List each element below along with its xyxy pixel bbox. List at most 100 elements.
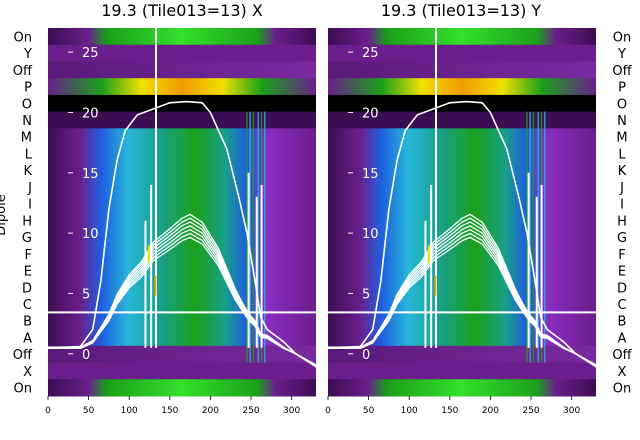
heatmap-row-off-2	[48, 61, 316, 78]
heatmap-row-f-13	[48, 245, 316, 262]
heatmap-row-i-10	[48, 195, 316, 212]
x-tick-label: 300	[283, 406, 300, 416]
heatmap-row-on-0	[48, 28, 316, 45]
row-label-f: F	[25, 248, 32, 263]
x-tick-label: 50	[83, 406, 95, 416]
heatmap-row-off-2	[328, 61, 596, 78]
heatmap-row-x-20	[328, 363, 596, 380]
heatmap-row-b-17	[328, 312, 596, 329]
row-label-m: M	[616, 131, 627, 146]
x-tick-label: 300	[563, 406, 580, 416]
heatmap-row-x-20	[48, 363, 316, 380]
overlay-tick-label: 20	[82, 106, 99, 121]
row-label-g: G	[22, 231, 32, 246]
row-label-b: B	[618, 315, 627, 330]
row-label-l: L	[618, 147, 626, 162]
heatmap-row-l-7	[328, 145, 596, 162]
heatmap-streak	[538, 112, 540, 363]
row-label-off: Off	[13, 348, 33, 363]
row-label-b: B	[23, 315, 32, 330]
row-label-on: On	[613, 382, 631, 397]
row-label-m: M	[21, 131, 32, 146]
panel-x-title: 19.3 (Tile013=13) X	[101, 1, 263, 20]
row-label-on: On	[613, 30, 631, 45]
row-label-j: J	[27, 181, 32, 196]
row-label-j: J	[619, 181, 624, 196]
overlay-tick-label: 10	[362, 227, 379, 242]
row-label-i: I	[28, 198, 32, 213]
heatmap-row-on-0	[328, 28, 596, 45]
row-label-a: A	[23, 331, 32, 346]
row-label-d: D	[22, 281, 32, 296]
row-label-c: C	[617, 298, 626, 313]
row-label-x: X	[23, 365, 32, 380]
row-label-h: H	[617, 214, 627, 229]
row-label-off: Off	[13, 64, 33, 79]
heatmap-row-m-6	[328, 128, 596, 145]
overlay-tick-label: 15	[362, 167, 379, 182]
heatmap-row-e-14	[48, 262, 316, 279]
overlay-tick-label: 25	[362, 46, 379, 61]
row-label-i: I	[620, 198, 624, 213]
heatmap-row-p-3	[328, 78, 596, 95]
overlay-tick-label: 25	[82, 46, 99, 61]
y-axis-label: Dipole	[0, 194, 9, 235]
row-label-k: K	[618, 164, 627, 179]
overlay-tick-label: 20	[362, 106, 379, 121]
heatmap-streak	[529, 112, 531, 363]
row-label-off: Off	[612, 348, 632, 363]
marker-orange	[434, 276, 436, 296]
row-label-n: N	[22, 114, 32, 129]
row-label-on: On	[14, 382, 32, 397]
row-label-d: D	[617, 281, 627, 296]
heatmap-row-m-6	[48, 128, 316, 145]
x-tick-label: 100	[401, 406, 418, 416]
row-label-f: F	[618, 248, 625, 263]
heatmap-streak	[249, 112, 251, 363]
row-label-h: H	[22, 214, 32, 229]
heatmap-row-l-7	[48, 145, 316, 162]
x-tick-label: 200	[482, 406, 499, 416]
heatmap-row-i-10	[328, 195, 596, 212]
x-tick-label: 250	[242, 406, 259, 416]
marker-yellow	[148, 245, 150, 262]
marker-yellow	[428, 245, 430, 262]
row-label-e: E	[618, 265, 626, 280]
row-label-y: Y	[617, 47, 626, 62]
heatmap-row-on-21	[48, 379, 316, 396]
row-label-n: N	[617, 114, 627, 129]
heatmap-row-on-21	[328, 379, 596, 396]
x-tick-label: 0	[325, 406, 331, 416]
overlay-tick-label: 0	[362, 348, 370, 363]
row-label-x: X	[618, 365, 627, 380]
row-label-o: O	[617, 97, 627, 112]
marker-orange	[154, 276, 156, 296]
row-label-y: Y	[23, 47, 32, 62]
x-tick-label: 100	[121, 406, 138, 416]
row-label-p: P	[24, 81, 32, 96]
heatmap-row-e-14	[328, 262, 596, 279]
overlay-tick-label: 10	[82, 227, 99, 242]
x-tick-label: 50	[363, 406, 375, 416]
row-label-l: L	[25, 147, 33, 162]
heatmap-row-b-17	[48, 312, 316, 329]
row-label-o: O	[22, 97, 32, 112]
row-label-p: P	[618, 81, 626, 96]
x-tick-label: 150	[161, 406, 178, 416]
row-label-e: E	[24, 265, 32, 280]
heatmap-streak	[258, 112, 260, 363]
x-tick-label: 200	[202, 406, 219, 416]
overlay-tick-label: 15	[82, 167, 99, 182]
overlay-tick-label: 0	[82, 348, 90, 363]
row-label-a: A	[618, 331, 627, 346]
panel-y-title: 19.3 (Tile013=13) Y	[381, 1, 542, 20]
row-label-g: G	[617, 231, 627, 246]
heatmap-row-f-13	[328, 245, 596, 262]
x-tick-label: 150	[441, 406, 458, 416]
row-label-off: Off	[612, 64, 632, 79]
row-label-c: C	[23, 298, 32, 313]
row-label-on: On	[14, 30, 32, 45]
